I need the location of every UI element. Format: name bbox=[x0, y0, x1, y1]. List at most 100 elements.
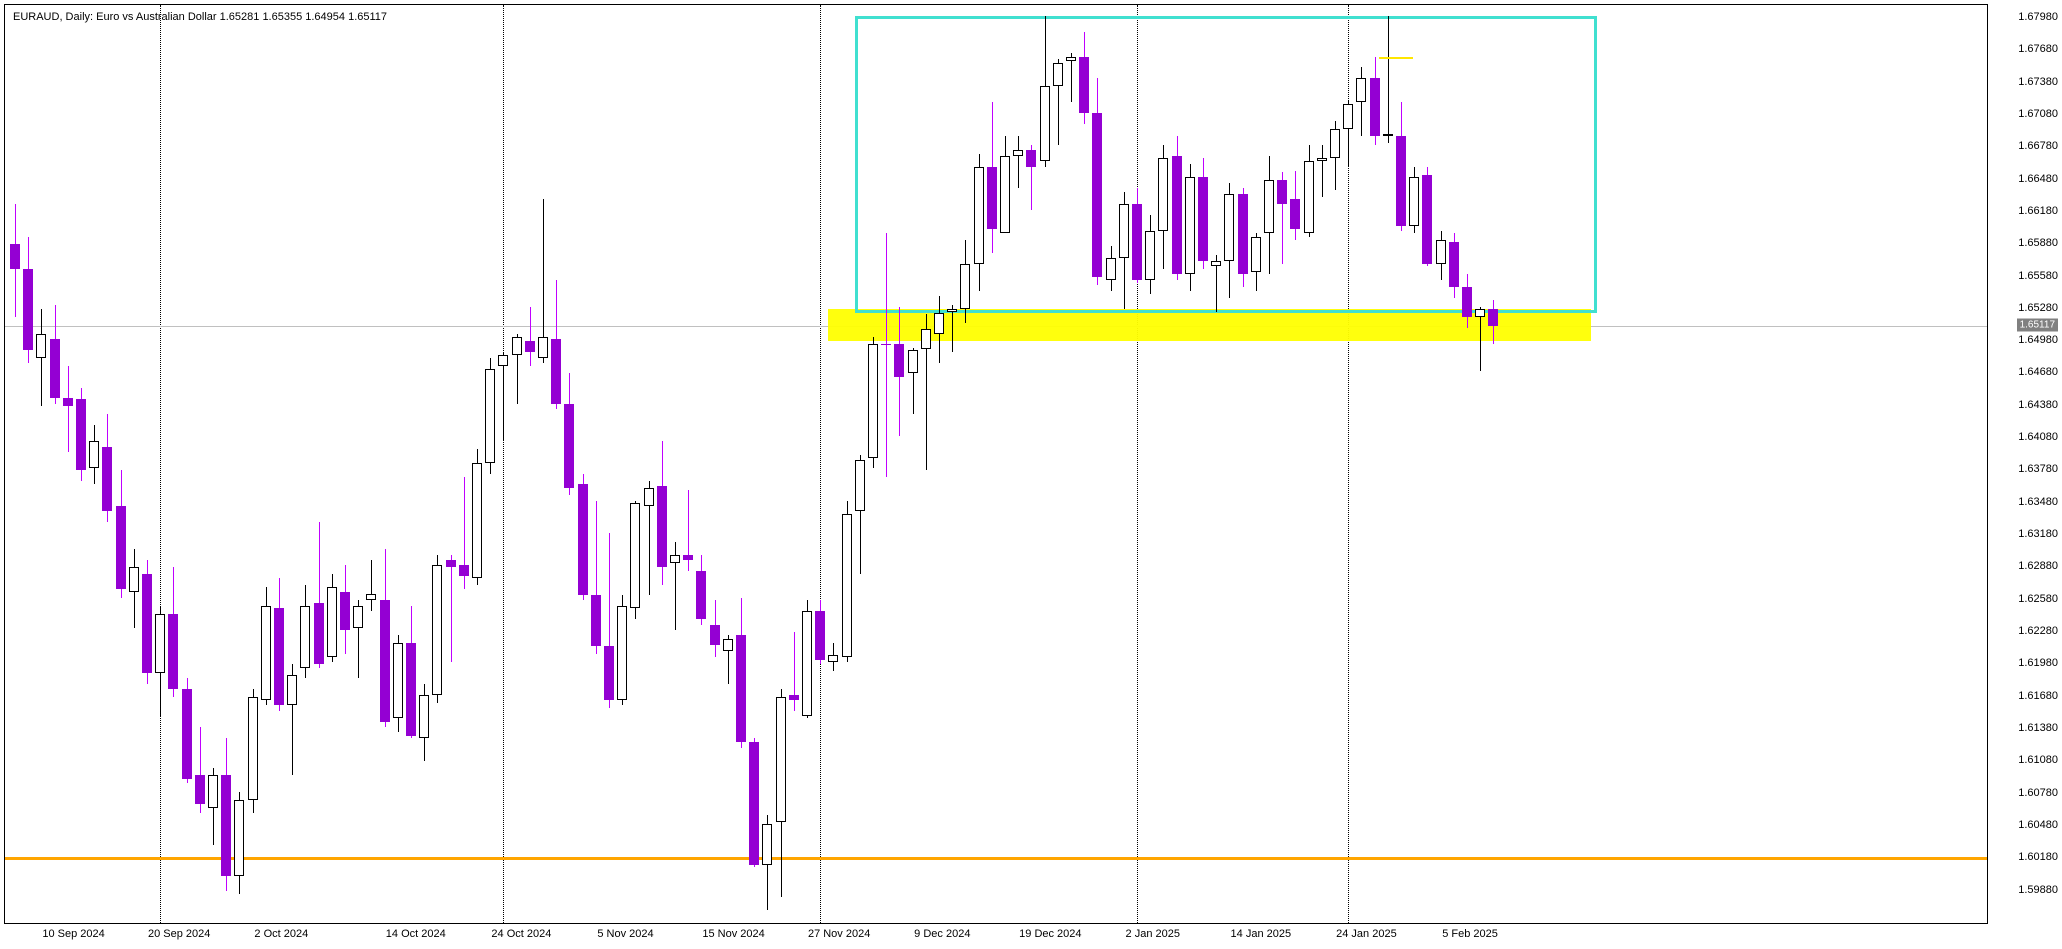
candle-body[interactable] bbox=[1198, 177, 1208, 261]
candle-body[interactable] bbox=[1158, 158, 1168, 231]
chart-plot-area[interactable]: EURAUD, Daily: Euro vs Australian Dollar… bbox=[4, 4, 1988, 924]
candle-body[interactable] bbox=[1264, 180, 1274, 234]
candle-body[interactable] bbox=[1211, 261, 1221, 265]
candle-body[interactable] bbox=[1172, 156, 1182, 275]
candle-body[interactable] bbox=[1013, 150, 1023, 155]
candle-body[interactable] bbox=[657, 486, 667, 568]
candle-body[interactable] bbox=[710, 625, 720, 645]
candle-body[interactable] bbox=[1422, 175, 1432, 263]
candle-body[interactable] bbox=[987, 167, 997, 229]
marker-line-yellow[interactable] bbox=[1379, 57, 1413, 59]
candle-body[interactable] bbox=[512, 337, 522, 355]
candle-body[interactable] bbox=[617, 606, 627, 700]
candle-body[interactable] bbox=[1396, 136, 1406, 225]
candle-body[interactable] bbox=[432, 565, 442, 694]
candle-body[interactable] bbox=[1079, 57, 1089, 113]
candle-body[interactable] bbox=[1132, 204, 1142, 279]
candle-body[interactable] bbox=[1462, 287, 1472, 317]
candle-body[interactable] bbox=[604, 646, 614, 700]
candle-body[interactable] bbox=[525, 341, 535, 352]
candle-body[interactable] bbox=[1330, 129, 1340, 158]
candle-body[interactable] bbox=[776, 697, 786, 822]
candle-body[interactable] bbox=[1106, 258, 1116, 280]
candle-body[interactable] bbox=[1145, 231, 1155, 279]
candle-body[interactable] bbox=[868, 344, 878, 457]
candle-body[interactable] bbox=[1304, 161, 1314, 233]
candle-body[interactable] bbox=[591, 595, 601, 646]
candle-body[interactable] bbox=[485, 369, 495, 463]
candle-body[interactable] bbox=[855, 460, 865, 512]
candle-body[interactable] bbox=[168, 614, 178, 689]
candle-body[interactable] bbox=[1290, 199, 1300, 229]
candle-body[interactable] bbox=[472, 463, 482, 578]
candle-body[interactable] bbox=[789, 695, 799, 700]
candle-body[interactable] bbox=[960, 264, 970, 309]
candle-body[interactable] bbox=[683, 555, 693, 560]
candle-body[interactable] bbox=[630, 503, 640, 609]
candle-body[interactable] bbox=[881, 344, 891, 345]
candle-body[interactable] bbox=[815, 611, 825, 661]
candle-body[interactable] bbox=[274, 608, 284, 705]
candle-body[interactable] bbox=[10, 244, 20, 269]
candle-body[interactable] bbox=[36, 334, 46, 359]
candle-body[interactable] bbox=[1383, 134, 1393, 136]
candle-body[interactable] bbox=[248, 697, 258, 800]
candle-body[interactable] bbox=[366, 594, 376, 599]
candle-body[interactable] bbox=[1436, 240, 1446, 264]
candle-body[interactable] bbox=[116, 506, 126, 589]
candle-body[interactable] bbox=[129, 567, 139, 592]
candle-body[interactable] bbox=[23, 269, 33, 350]
candle-body[interactable] bbox=[1238, 194, 1248, 275]
candle-body[interactable] bbox=[894, 344, 904, 376]
candle-body[interactable] bbox=[1040, 86, 1050, 161]
candle-body[interactable] bbox=[419, 695, 429, 738]
candle-body[interactable] bbox=[1066, 57, 1076, 61]
candle-body[interactable] bbox=[1251, 237, 1261, 273]
candle-body[interactable] bbox=[221, 775, 231, 875]
candle-body[interactable] bbox=[974, 167, 984, 264]
candle-body[interactable] bbox=[89, 441, 99, 468]
candle-body[interactable] bbox=[76, 399, 86, 470]
candle-body[interactable] bbox=[1026, 150, 1036, 166]
candle-body[interactable] bbox=[1185, 177, 1195, 274]
candle-body[interactable] bbox=[1475, 309, 1485, 318]
candle-body[interactable] bbox=[1092, 113, 1102, 277]
candle-body[interactable] bbox=[723, 639, 733, 652]
candle-body[interactable] bbox=[828, 655, 838, 663]
candle-body[interactable] bbox=[947, 309, 957, 312]
candle-body[interactable] bbox=[155, 614, 165, 673]
candle-body[interactable] bbox=[300, 606, 310, 667]
candle-body[interactable] bbox=[578, 484, 588, 595]
candle-body[interactable] bbox=[802, 611, 812, 717]
candle-body[interactable] bbox=[1449, 242, 1459, 287]
candle-body[interactable] bbox=[287, 675, 297, 705]
candle-body[interactable] bbox=[551, 339, 561, 404]
candle-body[interactable] bbox=[934, 313, 944, 333]
candle-body[interactable] bbox=[842, 514, 852, 657]
candle-body[interactable] bbox=[234, 800, 244, 875]
candle-body[interactable] bbox=[340, 592, 350, 630]
candle-body[interactable] bbox=[380, 600, 390, 722]
candle-body[interactable] bbox=[749, 742, 759, 865]
candle-body[interactable] bbox=[670, 555, 680, 564]
candle-body[interactable] bbox=[762, 824, 772, 865]
candle-body[interactable] bbox=[327, 587, 337, 657]
candle-body[interactable] bbox=[908, 350, 918, 374]
candle-body[interactable] bbox=[446, 560, 456, 568]
candle-body[interactable] bbox=[644, 488, 654, 506]
candle-body[interactable] bbox=[736, 635, 746, 742]
candle-body[interactable] bbox=[142, 574, 152, 673]
candle-body[interactable] bbox=[1224, 194, 1234, 262]
candle-body[interactable] bbox=[406, 643, 416, 736]
candle-body[interactable] bbox=[564, 404, 574, 488]
candle-body[interactable] bbox=[498, 355, 508, 366]
candle-body[interactable] bbox=[353, 606, 363, 628]
candle-body[interactable] bbox=[1343, 104, 1353, 129]
candle-body[interactable] bbox=[102, 447, 112, 512]
candle-body[interactable] bbox=[1000, 156, 1010, 234]
candle-body[interactable] bbox=[459, 565, 469, 576]
candle-body[interactable] bbox=[393, 643, 403, 718]
candle-body[interactable] bbox=[1409, 177, 1419, 225]
candle-body[interactable] bbox=[1277, 180, 1287, 205]
candle-body[interactable] bbox=[314, 603, 324, 664]
